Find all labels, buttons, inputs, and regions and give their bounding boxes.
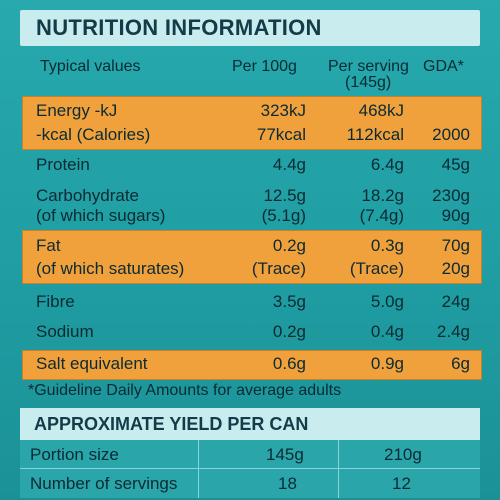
protein-gda: 45g [441,155,470,174]
portion-size-label: Portion size [30,445,119,464]
carbohydrate-per100: 12.5g [263,186,306,205]
sodium-label: Sodium [36,322,94,341]
yield-row-divider [20,468,480,469]
saturates-gda: 20g [441,259,470,278]
servings-a: 18 [278,474,297,493]
header-per-serving-weight: (145g) [345,74,392,91]
protein-label: Protein [36,155,90,174]
salt-highlight-band [22,350,482,380]
energy-kcal-per100: 77kcal [256,125,306,144]
fat-label: Fat [36,236,61,255]
salt-per100: 0.6g [272,354,306,373]
sugars-gda: 90g [441,206,470,225]
salt-label: Salt equivalent [36,354,148,373]
sugars-per-serving: (7.4g) [359,206,404,225]
sodium-per100: 0.2g [272,322,306,341]
fibre-per100: 3.5g [272,292,306,311]
portion-size-b: 210g [384,445,422,464]
sodium-per-serving: 0.4g [370,322,404,341]
sugars-per100: (5.1g) [261,206,306,225]
yield-column-divider-1 [198,440,199,498]
yield-title: APPROXIMATE YIELD PER CAN [34,413,309,434]
yield-table: Portion size 145g 210g Number of serving… [20,440,480,498]
gda-footnote: *Guideline Daily Amounts for average adu… [28,382,342,399]
saturates-per-serving: (Trace) [349,259,404,278]
protein-per-serving: 6.4g [370,155,404,174]
energy-kcal-per-serving: 112kcal [346,125,404,144]
fat-per-serving: 0.3g [370,236,404,255]
fibre-per-serving: 5.0g [370,292,404,311]
fat-highlight-band [22,230,482,284]
fat-per100: 0.2g [272,236,306,255]
number-of-servings-label: Number of servings [30,474,178,493]
salt-per-serving: 0.9g [370,354,404,373]
nutrition-title-bar: NUTRITION INFORMATION [20,10,480,46]
energy-kj-per100: 323kJ [260,101,306,120]
energy-kj-label: Energy -kJ [36,101,118,120]
energy-kj-per-serving: 468kJ [358,101,404,120]
salt-gda: 6g [451,354,470,373]
nutrition-title: NUTRITION INFORMATION [36,15,322,40]
header-per-serving: Per serving [328,58,409,75]
yield-column-divider-2 [338,440,339,498]
carbohydrate-label: Carbohydrate [36,186,140,205]
portion-size-a: 145g [266,445,304,464]
header-per-100g: Per 100g [232,58,297,75]
header-typical-values: Typical values [40,58,141,75]
sodium-gda: 2.4g [436,322,470,341]
header-gda: GDA* [423,58,464,75]
fibre-label: Fibre [36,292,75,311]
sugars-label: (of which sugars) [36,206,166,225]
fibre-gda: 24g [441,292,470,311]
energy-kcal-label: -kcal (Calories) [36,125,151,144]
saturates-per100: (Trace) [251,259,306,278]
yield-title-bar: APPROXIMATE YIELD PER CAN [20,408,480,440]
energy-highlight-band [22,96,482,150]
energy-kcal-gda: 2000 [432,125,470,144]
saturates-label: (of which saturates) [36,259,185,278]
carbohydrate-gda: 230g [432,186,470,205]
servings-b: 12 [392,474,411,493]
protein-per100: 4.4g [272,155,306,174]
fat-gda: 70g [441,236,470,255]
carbohydrate-per-serving: 18.2g [361,186,404,205]
